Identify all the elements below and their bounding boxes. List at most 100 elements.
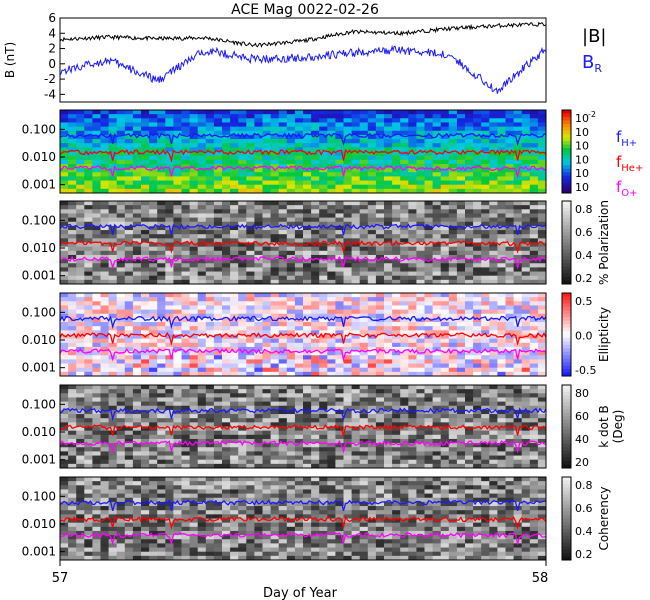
heatmap-cell xyxy=(375,355,385,360)
heatmap-cell xyxy=(116,459,126,465)
heatmap-cell xyxy=(375,434,385,440)
heatmap-cell xyxy=(68,363,77,369)
heatmap-cell xyxy=(189,330,199,335)
heatmap-cell xyxy=(537,393,547,398)
heatmap-cell xyxy=(230,267,239,272)
heatmap-cell xyxy=(424,209,433,214)
heatmap-cell xyxy=(481,418,490,423)
heatmap-cell xyxy=(124,326,134,331)
heatmap-cell xyxy=(278,422,288,427)
heatmap-cell xyxy=(392,297,401,302)
heatmap-cell xyxy=(294,263,304,268)
heatmap-cell xyxy=(448,414,458,419)
heatmap-cell xyxy=(286,389,296,394)
heatmap-cell xyxy=(246,326,255,331)
heatmap-cell xyxy=(76,122,85,127)
heatmap-cell xyxy=(286,155,296,161)
heatmap-cell xyxy=(286,301,296,306)
heatmap-cell xyxy=(335,313,344,319)
heatmap-cell xyxy=(319,317,328,323)
heatmap-cell xyxy=(213,143,223,148)
heatmap-cell xyxy=(367,334,377,340)
heatmap-cell xyxy=(238,230,247,235)
heatmap-cell xyxy=(205,443,215,448)
heatmap-cell xyxy=(448,213,458,218)
heatmap-cell xyxy=(529,430,539,436)
heatmap-cell xyxy=(157,334,166,340)
heatmap-cell xyxy=(294,118,304,123)
heatmap-cell xyxy=(537,438,547,444)
heatmap-cell xyxy=(149,110,158,115)
heatmap-cell xyxy=(319,225,328,231)
heatmap-cell xyxy=(230,126,239,132)
heatmap-cell xyxy=(205,405,215,411)
heatmap-cell xyxy=(432,418,442,423)
heatmap-cell xyxy=(246,459,255,465)
heatmap-cell xyxy=(173,110,182,115)
heatmap-cell xyxy=(529,134,539,140)
heatmap-cell xyxy=(205,326,215,331)
heatmap-cell xyxy=(116,443,126,448)
heatmap-cell xyxy=(197,172,207,177)
heatmap-cell xyxy=(408,225,417,231)
heatmap-cell xyxy=(408,221,417,227)
heatmap-cell xyxy=(416,397,425,402)
heatmap-cell xyxy=(335,205,344,210)
heatmap-cell xyxy=(392,346,401,352)
heatmap-cell xyxy=(424,351,433,356)
heatmap-cell xyxy=(335,405,344,411)
heatmap-cell xyxy=(181,259,190,264)
heatmap-cell xyxy=(100,297,109,302)
heatmap-cell xyxy=(448,338,458,344)
heatmap-cell xyxy=(254,322,263,327)
heatmap-cell xyxy=(141,443,150,448)
heatmap-cell xyxy=(286,305,296,310)
heatmap-cell xyxy=(392,201,401,206)
heatmap-cell xyxy=(335,271,344,277)
heatmap-cell xyxy=(448,267,458,272)
heatmap-cell xyxy=(392,409,401,415)
heatmap-cell xyxy=(473,267,482,272)
heatmap-cell xyxy=(367,414,377,419)
heatmap-cell xyxy=(319,363,328,369)
heatmap-cell xyxy=(205,430,215,436)
heatmap-cell xyxy=(367,346,377,352)
heatmap-cell xyxy=(230,330,239,335)
heatmap-cell xyxy=(351,172,361,177)
heatmap-cell xyxy=(303,172,312,177)
heatmap-cell xyxy=(294,143,304,148)
heatmap-cell xyxy=(351,317,361,323)
heatmap-cell xyxy=(327,389,336,394)
heatmap-cell xyxy=(116,393,126,398)
heatmap-cell xyxy=(76,393,85,398)
colorbar-segment xyxy=(562,172,571,177)
heatmap-cell xyxy=(181,301,190,306)
heatmap-cell xyxy=(124,293,134,298)
frequency-line-f-he xyxy=(59,424,547,439)
heatmap-cell xyxy=(294,230,304,235)
heatmap-cell xyxy=(149,414,158,419)
heatmap-cell xyxy=(359,346,369,352)
heatmap-cell xyxy=(473,389,482,394)
heatmap-cell xyxy=(189,176,199,181)
heatmap-cell xyxy=(116,147,126,152)
heatmap-cell xyxy=(238,363,247,369)
heatmap-cell xyxy=(481,297,490,302)
heatmap-cell xyxy=(465,342,474,348)
heatmap-cell xyxy=(432,397,442,402)
heatmap-cell xyxy=(473,201,482,206)
heatmap-cell xyxy=(513,397,523,402)
heatmap-cell xyxy=(311,355,320,360)
heatmap-cell xyxy=(311,130,320,136)
heatmap-cell xyxy=(197,393,207,398)
heatmap-cell xyxy=(197,434,207,440)
heatmap-cell xyxy=(246,430,255,436)
heatmap-cell xyxy=(60,259,69,264)
heatmap-cell xyxy=(311,209,320,214)
heatmap-cell xyxy=(440,172,450,177)
heatmap-cell xyxy=(92,213,101,218)
heatmap-cell xyxy=(92,217,101,223)
heatmap-cell xyxy=(141,110,150,115)
heatmap-cell xyxy=(375,176,385,181)
heatmap-cell xyxy=(246,201,255,206)
